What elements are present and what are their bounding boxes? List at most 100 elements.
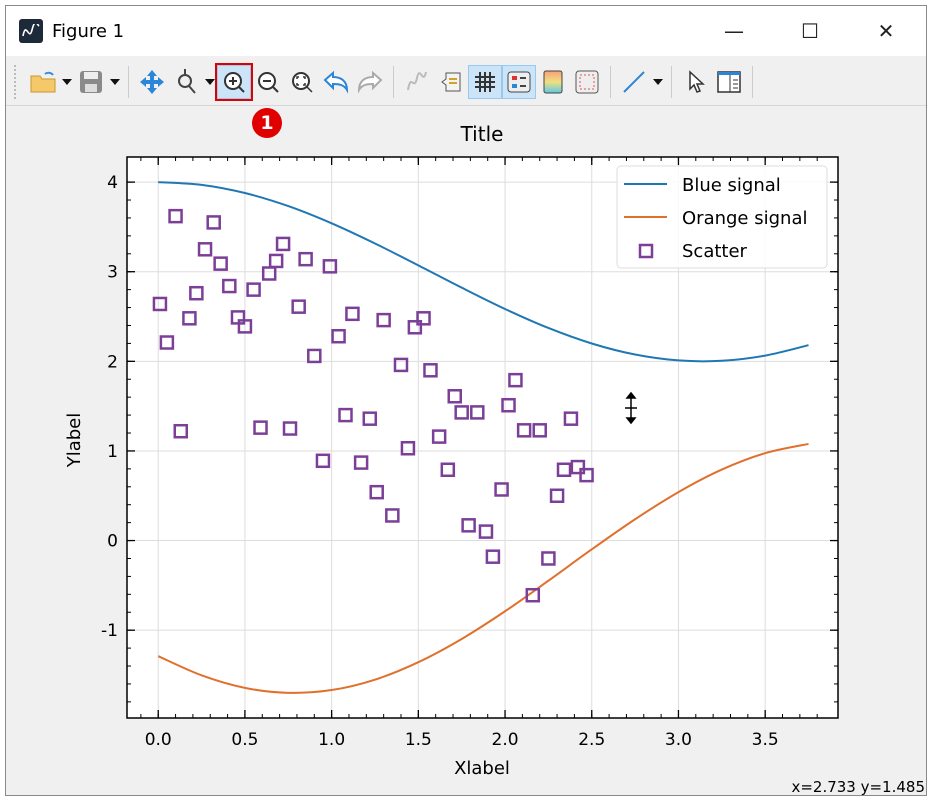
x-tick-label: 0.5	[231, 730, 258, 750]
scatter-point	[213, 256, 228, 271]
zoom-out-icon[interactable]	[251, 65, 285, 99]
legend-orange-label: Orange signal	[682, 208, 807, 229]
minimize-button[interactable]: —	[724, 19, 744, 43]
scatter-point	[501, 397, 516, 413]
toolbar	[6, 58, 926, 106]
y-tick-label: 1	[107, 442, 118, 462]
scatter-point	[173, 423, 189, 439]
scatter-point	[461, 518, 476, 533]
legend-icon[interactable]	[502, 64, 536, 99]
scatter-point	[282, 421, 298, 436]
scatter-point	[440, 462, 456, 478]
y-tick-label: 3	[107, 263, 118, 283]
scatter-point	[447, 389, 463, 404]
maximize-button[interactable]: ☐	[801, 19, 819, 43]
scatter-point	[298, 251, 313, 267]
y-tick-label: -1	[101, 621, 118, 641]
scatter-point	[159, 335, 175, 350]
y-axis-label: Ylabel	[64, 413, 85, 469]
resize-cursor-icon	[625, 391, 637, 425]
scatter-point	[331, 328, 346, 344]
separator	[128, 65, 129, 98]
scatter-point	[393, 357, 409, 373]
scatter-point	[376, 312, 391, 328]
scatter-point	[563, 411, 579, 426]
scatter-point	[237, 319, 253, 334]
pan-icon[interactable]	[135, 65, 169, 99]
scatter-point	[407, 320, 423, 335]
scatter-point	[400, 441, 416, 456]
legend-scatter-marker	[638, 243, 654, 259]
scatter-point	[253, 420, 268, 435]
scatter-point	[275, 236, 291, 252]
scatter-point	[516, 423, 532, 438]
scatter-point	[508, 372, 523, 388]
scatter-point	[385, 508, 400, 523]
separator	[393, 65, 394, 98]
layout-icon[interactable]	[712, 65, 746, 99]
scatter-point	[322, 259, 338, 274]
scatter-point	[431, 429, 447, 444]
scatter-point	[549, 488, 565, 504]
legend-scatter-label: Scatter	[682, 241, 748, 262]
x-tick-label: 3.0	[665, 730, 692, 750]
x-tick-label: 1.0	[318, 730, 345, 750]
scatter-point	[532, 423, 547, 438]
zoom-in-icon[interactable]	[215, 62, 253, 101]
scatter-point	[423, 363, 438, 378]
frame-icon[interactable]	[570, 65, 604, 99]
x-tick-label: 0.0	[145, 730, 172, 750]
scatter-point	[470, 405, 485, 420]
scatter-point	[206, 215, 221, 230]
save-icon[interactable]	[74, 65, 108, 99]
scatter-point	[541, 551, 556, 566]
legend-blue-label: Blue signal	[682, 175, 781, 196]
colormap-icon[interactable]	[536, 65, 570, 99]
title-bar: Figure 1 — ☐ ✕	[6, 6, 926, 56]
redo-icon[interactable]	[353, 65, 387, 99]
scatter-point	[168, 208, 183, 224]
curve-icon[interactable]	[400, 65, 434, 99]
legend: Blue signal Orange signal Scatter	[616, 165, 828, 269]
scatter-point	[478, 524, 494, 539]
blue-signal-line	[158, 181, 809, 363]
scatter-point	[307, 348, 322, 364]
undo-icon[interactable]	[319, 65, 353, 99]
scatter-point	[246, 282, 261, 297]
zoom-point-icon[interactable]	[169, 65, 203, 99]
scatter-point	[556, 462, 572, 478]
x-tick-label: 2.0	[492, 730, 519, 750]
grid-icon[interactable]	[468, 64, 502, 99]
x-tick-label: 1.5	[405, 730, 432, 750]
app-icon	[19, 19, 43, 43]
y-tick-label: 0	[107, 532, 118, 552]
annotation-icon[interactable]	[434, 65, 468, 99]
cursor-coordinates: x=2.733 y=1.485	[791, 778, 925, 796]
scatter-point	[182, 311, 197, 326]
line-style-icon[interactable]	[617, 65, 651, 99]
scatter-point	[416, 311, 431, 326]
x-tick-label: 3.5	[752, 730, 779, 750]
scatter-point	[152, 296, 168, 312]
pointer-icon[interactable]	[678, 65, 712, 99]
scatter-point	[291, 299, 306, 314]
close-button[interactable]: ✕	[877, 19, 895, 43]
open-folder-icon[interactable]	[26, 65, 60, 99]
axes-frame	[126, 156, 839, 719]
scatter-point	[369, 484, 384, 500]
toolbar-grip[interactable]	[14, 64, 18, 99]
scatter-point	[189, 285, 204, 301]
zoom-fit-icon[interactable]	[285, 65, 319, 99]
separator	[610, 65, 611, 98]
scatter-point	[315, 453, 331, 469]
scatter-point	[525, 587, 541, 603]
y-tick-label: 4	[107, 173, 118, 193]
separator	[671, 65, 672, 98]
y-tick-label: 2	[107, 352, 118, 372]
x-tick-label: 2.5	[578, 730, 605, 750]
scatter-point	[222, 278, 237, 294]
step-badge: 1	[252, 108, 282, 138]
scatter-point	[454, 405, 469, 420]
scatter-point	[338, 407, 353, 423]
